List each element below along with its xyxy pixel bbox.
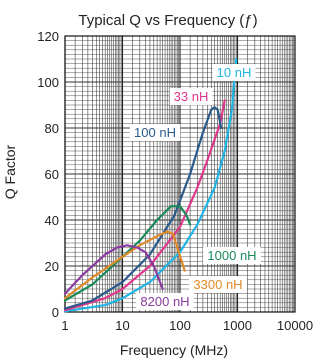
series-label-1000-nh: 1000 nH — [207, 248, 256, 263]
series-label-100-nh: 100 nH — [134, 125, 176, 140]
series-label-bg — [136, 293, 194, 310]
x-tick-label: 1 — [61, 318, 68, 333]
x-tick-label: 10000 — [277, 318, 313, 333]
series-lines — [63, 57, 238, 313]
series-label-bg — [189, 276, 247, 293]
series-label-bg — [169, 88, 213, 105]
series-label-33-nh: 33 nH — [174, 89, 209, 104]
x-tick-label: 100 — [169, 318, 191, 333]
series-label-3300-nh: 3300 nH — [193, 277, 242, 292]
y-tick-label: 80 — [45, 121, 59, 136]
series-line-100-nh — [63, 106, 223, 310]
series-line-33-nh — [63, 99, 226, 312]
series-label-bg — [129, 124, 181, 141]
series-line-3300-nh — [63, 230, 186, 300]
series-line-10-nh — [63, 57, 238, 313]
x-axis-label: Frequency (MHz) — [120, 342, 228, 358]
y-tick-label: 100 — [37, 75, 59, 90]
series-label-bg — [203, 247, 261, 264]
plot-frame — [64, 35, 296, 313]
series-label-bg — [212, 64, 256, 81]
x-tick-label: 1000 — [223, 318, 252, 333]
series-labels: 10 nH 33 nH 100 nH 1000 nH 3300 nH 8200 nH — [129, 64, 261, 310]
plot-grid — [64, 35, 295, 313]
x-tick-label: 10 — [115, 318, 129, 333]
y-tick-label: 0 — [52, 305, 59, 320]
y-axis-label: Q Factor — [2, 144, 18, 199]
series-label-8200-nh: 8200 nH — [140, 294, 189, 309]
series-line-8200-nh — [63, 244, 164, 295]
y-tick-label: 40 — [45, 213, 59, 228]
chart-title: Typical Q vs Frequency (ƒ) — [78, 12, 257, 29]
y-tick-label: 120 — [37, 29, 59, 44]
y-tick-label: 20 — [45, 259, 59, 274]
series-line-1000-nh — [63, 205, 192, 302]
series-label-10-nh: 10 nH — [217, 65, 252, 80]
axis-ticks: 1 10 100 1000 10000 0 20 40 60 80 100 120 — [37, 29, 313, 333]
y-tick-label: 60 — [45, 167, 59, 182]
